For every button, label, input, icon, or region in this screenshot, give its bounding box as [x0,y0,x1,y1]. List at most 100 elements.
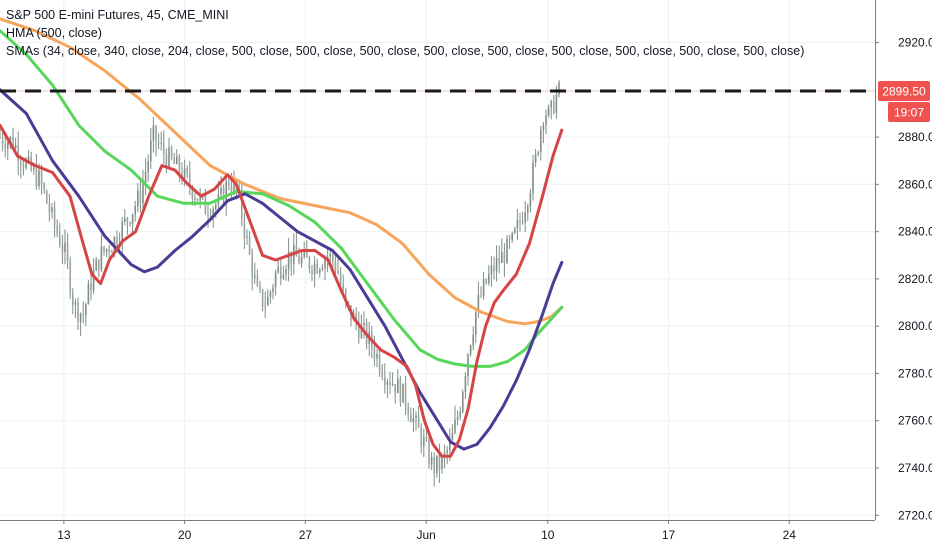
candle-body [285,268,287,275]
candle-body [464,376,467,392]
candle-body [475,312,477,335]
candle-body [550,100,552,108]
candle-body [342,284,344,290]
candle-body [246,236,248,238]
candle-body [303,250,305,257]
candle-body [402,383,404,403]
candle-body [529,193,532,207]
candle-body [22,164,25,168]
candle-body [472,334,474,346]
candle-body [98,259,100,271]
x-tick-label: 20 [178,528,192,542]
candle-body [519,220,521,223]
candle-body [40,170,43,185]
candle-body [345,289,347,303]
x-tick-label: 27 [299,528,313,542]
y-tick-label: 2760.00 [898,414,932,428]
candle-body [20,161,22,165]
candle-body [495,258,498,272]
candle-body [373,347,376,359]
candle-body [87,283,90,305]
candle-body [545,115,547,126]
hma-line [0,88,564,451]
candle-body [319,269,321,273]
candle-body [241,189,243,219]
candle-body [92,270,95,291]
candle-body [17,144,19,162]
symbol-title[interactable]: S&P 500 E-mini Futures, 45, CME_MINI [6,8,229,22]
candle-body [360,325,363,338]
candle-body [540,129,542,153]
candle-body [233,180,235,192]
candle-body [111,251,113,253]
candle-body [85,304,87,316]
y-tick-label: 2860.00 [898,177,932,191]
candle-body [121,221,123,244]
candle-body [423,437,425,447]
candle-body [152,125,155,141]
candle-body [412,417,415,423]
candle-body [277,266,279,273]
candle-body [105,249,108,252]
candle-body [547,107,550,116]
candle-body [532,162,534,194]
candle-body [542,125,545,130]
candle-body [363,322,365,326]
candle-body [209,215,212,218]
candle-body [462,391,464,412]
candle-body [482,279,485,297]
candle-body [53,207,56,226]
x-tick-label: 13 [57,528,71,542]
smas-indicator-label[interactable]: SMAs (34, close, 340, close, 204, close,… [6,44,805,58]
candle-body [298,256,300,264]
candle-body [378,354,381,372]
candle-body [477,295,480,313]
sma-mid-line [0,29,564,368]
sma-fast-line [0,123,564,458]
candle-body [316,263,318,273]
y-tick-label: 2840.00 [898,225,932,239]
candle-body [142,182,144,204]
candle-body [12,137,14,149]
candle-body [282,274,285,279]
candle-body [469,345,472,355]
y-tick-label: 2720.00 [898,508,932,522]
candle-body [191,187,194,199]
candle-body [503,252,506,264]
candle-body [64,242,66,252]
countdown-badge [888,102,930,122]
last-price-label: 2899.50 [882,85,926,99]
candle-body [449,440,451,451]
hma-indicator-label[interactable]: HMA (500, close) [6,26,102,40]
candle-body [66,242,69,262]
candle-body [451,432,454,441]
candle-body [51,207,53,213]
candle-body [77,302,79,322]
candle-body [61,245,64,252]
candle-body [381,371,383,378]
candle-body [417,415,420,428]
candle-body [358,322,360,338]
candle-body [511,232,513,240]
candle-body [295,245,298,257]
candle-body [490,265,493,275]
candle-body [438,455,441,469]
candle-body [384,377,386,385]
candle-body [69,261,71,294]
candle-body [272,287,274,292]
candle-body [230,185,233,192]
candle-body [355,313,357,323]
candle-body [168,147,170,167]
candle-body [514,228,516,233]
candle-body [264,305,266,307]
candle-body [254,275,256,278]
countdown-label: 19:07 [894,106,924,120]
candle-body [259,285,261,290]
candle-body [134,206,136,215]
candle-body [59,233,61,246]
candle-body [160,142,162,144]
candle-body [72,293,74,305]
candle-body [155,125,157,143]
